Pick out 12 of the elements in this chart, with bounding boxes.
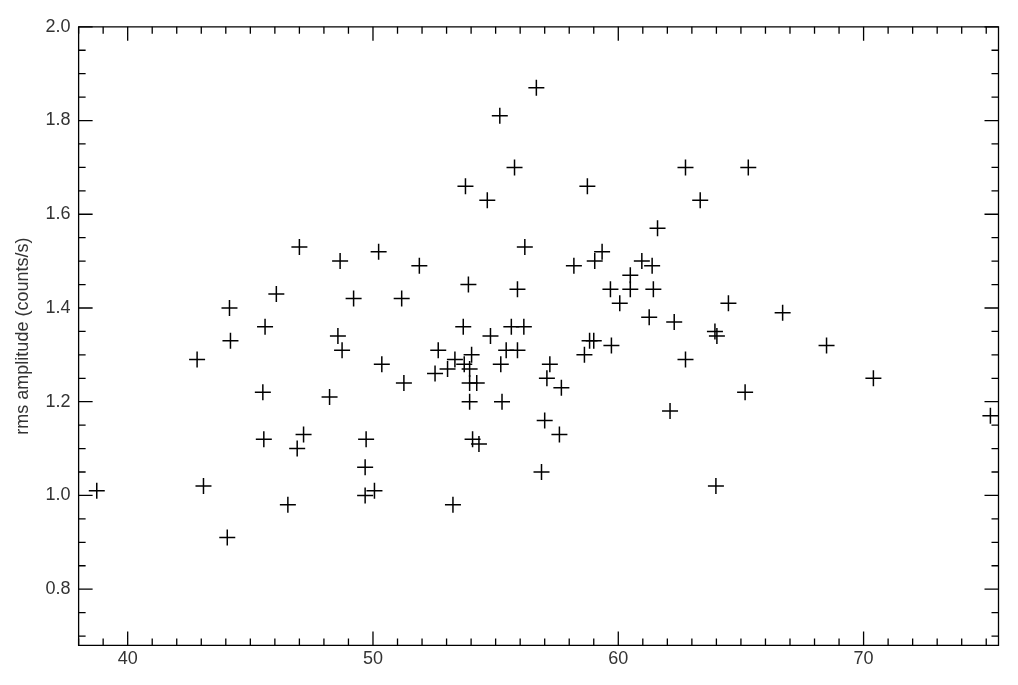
y-axis-title: rms amplitude (counts/s) bbox=[11, 237, 32, 435]
y-tick-label: 1.6 bbox=[45, 203, 71, 224]
y-tick-label: 1.8 bbox=[45, 109, 71, 130]
x-tick-label: 40 bbox=[117, 648, 138, 669]
y-tick-label: 1.2 bbox=[45, 390, 71, 411]
y-tick-label: 1.0 bbox=[45, 484, 71, 505]
x-tick-label: 50 bbox=[362, 648, 383, 669]
x-tick-label: 60 bbox=[608, 648, 629, 669]
y-tick-label: 1.4 bbox=[45, 296, 71, 317]
y-tick-label: 2.0 bbox=[45, 15, 71, 36]
x-tick-label: 70 bbox=[853, 648, 874, 669]
y-tick-label: 0.8 bbox=[45, 578, 71, 599]
